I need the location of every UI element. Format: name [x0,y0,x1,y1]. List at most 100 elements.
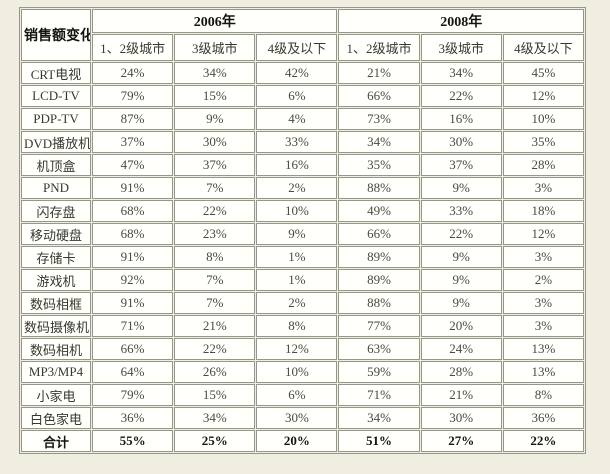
data-cell: 66% [92,338,174,360]
data-cell: 22% [420,223,502,245]
data-cell: 37% [420,154,502,176]
data-cell: 28% [502,154,584,176]
data-cell: 7% [174,292,256,314]
table-row: PND 91% 7% 2% 88% 9% 3% [21,177,584,199]
data-cell: 68% [92,200,174,222]
table-body: CRT电视 24% 34% 42% 21% 34% 45% LCD-TV 79% 15% 6% 66%… [21,62,584,452]
data-cell: 37% [92,131,174,153]
row-label: 数码相机 [21,338,91,360]
table-row: 移动硬盘 68% 23% 9% 66% 22% 12% [21,223,584,245]
data-cell: 30% [256,407,338,429]
table-row: MP3/MP4 64% 26% 10% 59% 28% 13% [21,361,584,383]
data-cell: 88% [338,292,420,314]
row-label: 数码摄像机 [21,315,91,337]
data-cell: 12% [502,223,584,245]
data-cell: 91% [92,292,174,314]
data-cell: 34% [174,62,256,84]
data-cell: 13% [502,361,584,383]
data-cell: 13% [502,338,584,360]
data-cell: 55% [92,430,174,452]
data-cell: 66% [338,85,420,107]
data-cell: 1% [256,269,338,291]
data-cell: 33% [256,131,338,153]
row-label: 小家电 [21,384,91,406]
table-row: 数码相机 66% 22% 12% 63% 24% 13% [21,338,584,360]
col-header-2008-tier3: 3级城市 [420,34,502,61]
data-cell: 79% [92,384,174,406]
row-label: DVD播放机 [21,131,91,153]
table-row: CRT电视 24% 34% 42% 21% 34% 45% [21,62,584,84]
data-cell: 36% [502,407,584,429]
data-cell: 24% [420,338,502,360]
data-cell: 9% [420,177,502,199]
year-header-2008: 2008年 [338,9,584,33]
table-row: 游戏机 92% 7% 1% 89% 9% 2% [21,269,584,291]
row-label: CRT电视 [21,62,91,84]
data-cell: 10% [256,200,338,222]
row-label: LCD-TV [21,85,91,107]
data-cell: 21% [338,62,420,84]
data-cell: 20% [256,430,338,452]
data-cell: 47% [92,154,174,176]
data-cell: 25% [174,430,256,452]
data-cell: 7% [174,177,256,199]
data-cell: 21% [420,384,502,406]
data-cell: 64% [92,361,174,383]
table-row: 存储卡 91% 8% 1% 89% 9% 3% [21,246,584,268]
col-header-2008-tier12: 1、2级城市 [338,34,420,61]
data-cell: 22% [502,430,584,452]
data-cell: 87% [92,108,174,130]
data-cell: 8% [174,246,256,268]
data-cell: 36% [92,407,174,429]
data-cell: 89% [338,246,420,268]
data-cell: 15% [174,85,256,107]
data-cell: 63% [338,338,420,360]
data-cell: 20% [420,315,502,337]
data-cell: 8% [502,384,584,406]
data-cell: 34% [338,407,420,429]
data-cell: 22% [174,338,256,360]
data-cell: 30% [420,131,502,153]
table-row: 数码摄像机 71% 21% 8% 77% 20% 3% [21,315,584,337]
data-cell: 73% [338,108,420,130]
row-label: 机顶盒 [21,154,91,176]
data-cell: 9% [420,269,502,291]
data-cell: 3% [502,177,584,199]
data-cell: 2% [256,292,338,314]
data-cell: 3% [502,292,584,314]
data-cell: 30% [420,407,502,429]
year-header-row: 销售额变化 2006年 2008年 [21,9,584,61]
data-cell: 15% [174,384,256,406]
table-row: DVD播放机 37% 30% 33% 34% 30% 35% [21,131,584,153]
data-cell: 16% [420,108,502,130]
col-header-2008-tier4: 4级及以下 [502,34,584,61]
data-cell: 7% [174,269,256,291]
data-cell: 4% [256,108,338,130]
data-cell: 26% [174,361,256,383]
data-cell: 88% [338,177,420,199]
table-row: 白色家电 36% 34% 30% 34% 30% 36% [21,407,584,429]
data-cell: 27% [420,430,502,452]
row-label: 数码相框 [21,292,91,314]
data-cell: 10% [256,361,338,383]
data-cell: 3% [502,246,584,268]
data-cell: 18% [502,200,584,222]
table-row: LCD-TV 79% 15% 6% 66% 22% 12% [21,85,584,107]
data-cell: 66% [338,223,420,245]
data-cell: 45% [502,62,584,84]
row-label: PND [21,177,91,199]
data-cell: 9% [420,292,502,314]
row-label: 合计 [21,430,91,452]
data-cell: 9% [174,108,256,130]
data-cell: 24% [92,62,174,84]
data-cell: 34% [174,407,256,429]
row-label: 存储卡 [21,246,91,268]
data-cell: 9% [256,223,338,245]
total-row: 合计 55% 25% 20% 51% 27% 22% [21,430,584,452]
data-cell: 28% [420,361,502,383]
data-cell: 89% [338,269,420,291]
data-cell: 71% [338,384,420,406]
data-cell: 68% [92,223,174,245]
data-cell: 22% [420,85,502,107]
year-header-2006: 2006年 [92,9,338,33]
